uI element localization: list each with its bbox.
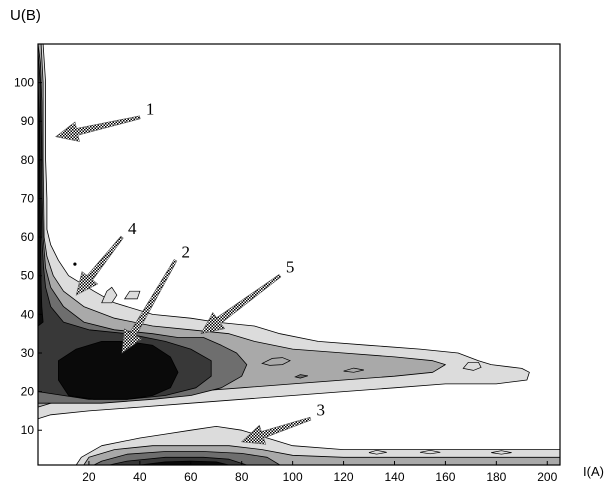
x-tick-label: 40 bbox=[133, 470, 147, 484]
y-tick-label: 30 bbox=[21, 346, 35, 360]
y-tick-label: 60 bbox=[21, 230, 35, 244]
x-tick-label: 180 bbox=[486, 470, 506, 484]
annotation-arrow-3 bbox=[241, 416, 312, 445]
y-axis-ticks: 10 20 30 40 50 60 70 80 90 100 bbox=[14, 76, 42, 437]
x-tick-label: 80 bbox=[235, 470, 249, 484]
y-tick-label: 80 bbox=[21, 153, 35, 167]
island-contour-a bbox=[101, 286, 118, 304]
annotation-label-5: 5 bbox=[286, 258, 295, 277]
upper-contour-level-1 bbox=[37, 43, 530, 420]
island-contour-b bbox=[123, 290, 141, 300]
annotation-arrows: 1 2 3 4 5 bbox=[55, 99, 325, 445]
lower-spot-a bbox=[368, 449, 387, 455]
x-tick-label: 120 bbox=[334, 470, 354, 484]
lower-spot-b bbox=[419, 449, 441, 455]
plot-frame bbox=[37, 43, 561, 466]
annotation-label-1: 1 bbox=[146, 99, 155, 118]
annotation-label-4: 4 bbox=[128, 219, 137, 238]
x-axis-ticks: 20 40 60 80 100 120 140 160 180 200 bbox=[82, 461, 558, 484]
contour-regions bbox=[37, 43, 561, 466]
annotation-arrow-1 bbox=[55, 115, 141, 142]
y-tick-label: 50 bbox=[21, 269, 35, 283]
island-contour-d bbox=[261, 357, 291, 366]
island-contour-c bbox=[462, 361, 482, 371]
x-tick-label: 160 bbox=[435, 470, 455, 484]
annotation-arrow-5 bbox=[200, 274, 282, 335]
core-contour-level-5 bbox=[58, 341, 179, 400]
isolated-spot bbox=[73, 262, 77, 266]
island-contour-e bbox=[294, 374, 309, 379]
y-tick-label: 100 bbox=[14, 76, 34, 90]
y-tick-label: 40 bbox=[21, 307, 35, 321]
upper-contour-level-5 bbox=[37, 82, 44, 327]
annotation-label-3: 3 bbox=[316, 401, 325, 420]
lower-spot-c bbox=[491, 450, 512, 455]
x-tick-label: 20 bbox=[82, 470, 96, 484]
annotation-arrow-2 bbox=[121, 259, 178, 354]
annotation-arrow-4 bbox=[75, 235, 124, 296]
annotation-label-2: 2 bbox=[182, 242, 191, 261]
x-tick-label: 200 bbox=[537, 470, 557, 484]
x-axis-title: I(A) bbox=[583, 464, 604, 479]
y-tick-label: 70 bbox=[21, 191, 35, 205]
x-tick-label: 140 bbox=[384, 470, 404, 484]
x-tick-label: 100 bbox=[283, 470, 303, 484]
y-tick-label: 10 bbox=[21, 423, 35, 437]
y-axis-title: U(B) bbox=[10, 7, 41, 24]
island-contour-f bbox=[343, 367, 364, 373]
x-tick-label: 60 bbox=[184, 470, 198, 484]
y-tick-label: 90 bbox=[21, 114, 35, 128]
y-tick-label: 20 bbox=[21, 385, 35, 399]
